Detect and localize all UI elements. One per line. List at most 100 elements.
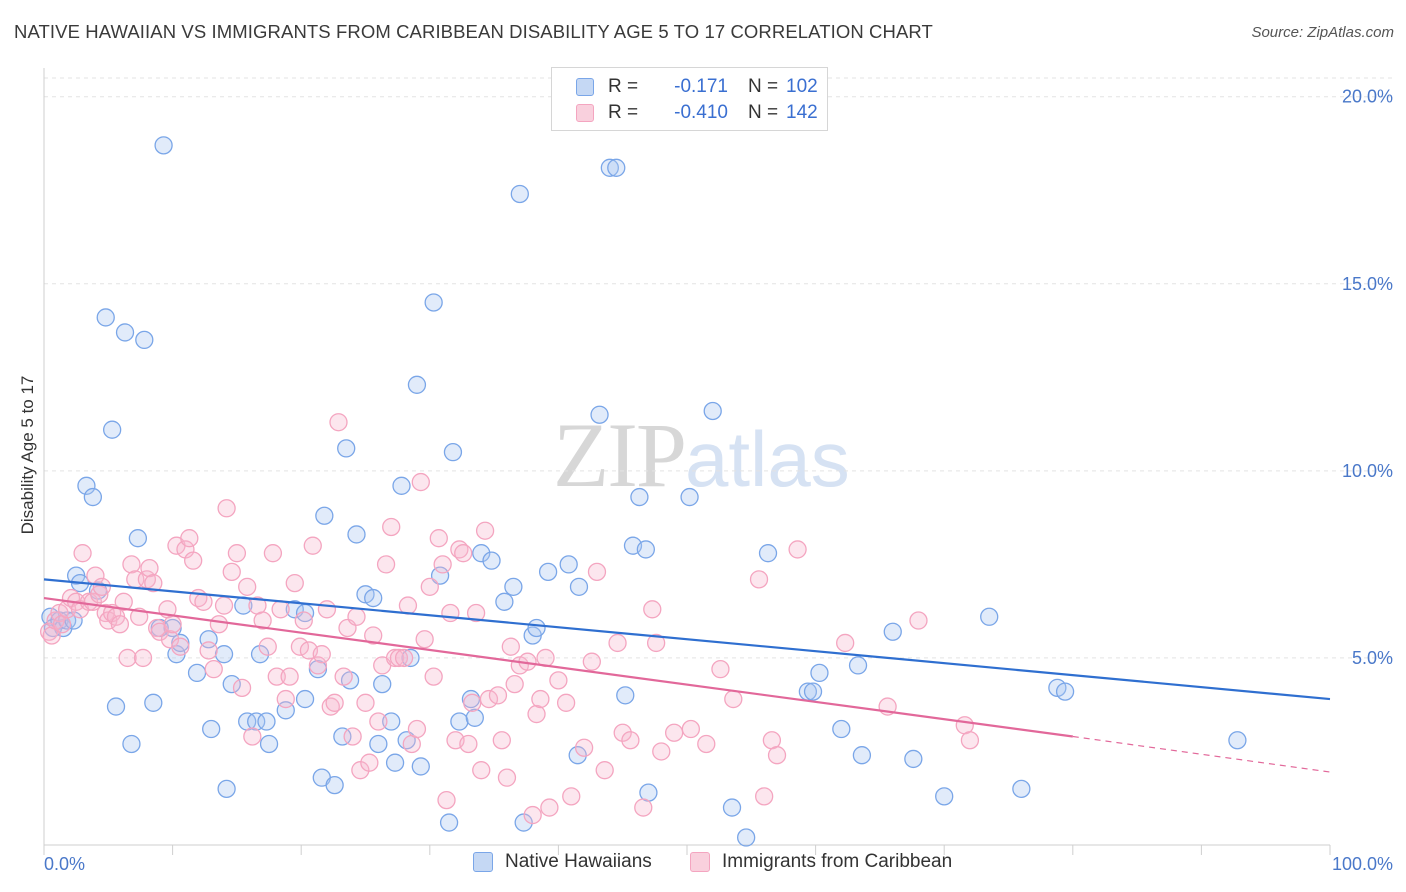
caribbean-point [163, 615, 182, 634]
caribbean-point [389, 648, 409, 668]
caribbean-point [415, 630, 434, 649]
native-hawaiian-point [257, 712, 276, 731]
native-hawaiian-point [443, 442, 463, 462]
native-hawaiian-point [590, 405, 609, 424]
native-hawaiian-point [333, 727, 352, 746]
native-hawaiian-point [904, 749, 923, 769]
caribbean-point [118, 648, 137, 668]
caribbean-point [411, 472, 430, 492]
caribbean-point [767, 746, 787, 765]
native-hawaiian-point [217, 779, 236, 799]
caribbean-points [39, 413, 980, 825]
caribbean-point [271, 600, 290, 619]
caribbean-point [317, 600, 337, 619]
tick-labels: 5.0% 10.0% 15.0% 20.0% 0.0% 100.0% [44, 87, 1393, 874]
legend-r-value: -0.410 [674, 102, 728, 123]
native-hawaiian-point [373, 674, 392, 694]
native-hawaiian-point [1228, 731, 1247, 750]
caribbean-point [394, 648, 414, 668]
native-hawaiian-point [96, 308, 115, 327]
caribbean-point [587, 562, 607, 582]
caribbean-point [267, 667, 286, 686]
caribbean-point [222, 562, 241, 582]
caribbean-point [505, 674, 524, 694]
native-hawaiian-point [202, 719, 221, 739]
native-hawaiian-point [636, 540, 655, 559]
source-label: Source: ZipAtlas.com [1251, 24, 1394, 41]
caribbean-point [433, 555, 452, 574]
caribbean-point [280, 667, 299, 686]
caribbean-trend-extension [1072, 735, 1331, 773]
caribbean-point [960, 731, 980, 750]
caribbean-point [646, 633, 666, 653]
caribbean-point [755, 787, 774, 806]
native-hawaiian-point [1012, 779, 1031, 799]
native-hawaiian-point [424, 293, 443, 312]
caribbean-point [407, 719, 427, 739]
y-tick-label: 15.0% [1342, 274, 1393, 294]
caribbean-point [303, 536, 322, 555]
caribbean-point [263, 544, 283, 563]
caribbean-point [497, 768, 517, 787]
caribbean-point [437, 790, 456, 810]
series-legend: Native Hawaiians Immigrants from Caribbe… [0, 851, 1406, 877]
legend-n-label: N = [748, 76, 779, 97]
caribbean-point [463, 693, 482, 712]
native-hawaiian-point [538, 562, 558, 582]
caribbean-point [475, 521, 495, 540]
native-hawaiian-point [154, 136, 173, 155]
native-hawaiian-point [569, 577, 589, 596]
native-hawaiian-point [680, 487, 699, 507]
caribbean-point [488, 686, 508, 705]
caribbean-point [613, 723, 632, 742]
native-hawaiian-point [325, 775, 344, 795]
native-hawaiian-point [722, 798, 742, 817]
caribbean-point [595, 761, 614, 780]
legend-row-native-hawaiians: R = -0.171 N = 102 [576, 75, 818, 99]
native-hawaiian-point [482, 551, 501, 570]
caribbean-point [454, 544, 473, 563]
chart-title: NATIVE HAWAIIAN VS IMMIGRANTS FROM CARIB… [14, 21, 933, 42]
caribbean-point [238, 577, 257, 596]
caribbean-point [180, 529, 199, 548]
series-name: Immigrants from Caribbean [722, 851, 953, 872]
watermark-zip: ZIP [553, 404, 687, 506]
caribbean-point [621, 731, 640, 750]
caribbean-point [531, 689, 550, 709]
x-tick-label-min: 0.0% [44, 854, 85, 874]
native-hawaiian-point [510, 184, 529, 204]
series-legend-caribbean: Immigrants from Caribbean [690, 851, 952, 873]
caribbean-point [909, 611, 928, 630]
native-hawaiian-point [600, 158, 619, 177]
caribbean-point [217, 499, 236, 518]
trend-lines [43, 578, 1331, 773]
caribbean-point [788, 540, 807, 559]
native-hawaiian-point [364, 588, 383, 608]
caribbean-point [171, 637, 190, 656]
native-hawaiian-point [465, 708, 484, 727]
caribbean-point [73, 544, 92, 563]
native-hawaiian-point [122, 734, 141, 754]
legend-n-label: N = [748, 102, 779, 123]
y-tick-label: 5.0% [1352, 648, 1393, 668]
native-hawaiian-point [883, 622, 902, 641]
caribbean-point [42, 626, 61, 645]
caribbean-point [133, 648, 153, 668]
native-hawaiian-point [810, 663, 829, 683]
native-hawaiian-point [392, 476, 411, 495]
caribbean-point [527, 704, 546, 724]
native-hawaiian-point [382, 712, 401, 731]
native-hawaiians-trend-line [43, 578, 1331, 701]
caribbean-point [492, 731, 511, 750]
caribbean-point [285, 573, 304, 593]
legend-swatch-blue [576, 78, 594, 96]
native-hawaiian-point [214, 645, 234, 664]
native-hawaiian-point [935, 787, 954, 806]
caribbean-point [664, 723, 684, 742]
caribbean-point [140, 558, 159, 578]
caribbean-point [79, 592, 99, 611]
native-hawaiian-point [106, 697, 126, 716]
caribbean-point [184, 551, 203, 570]
caribbean-point [227, 544, 247, 563]
legend-n-value: 102 [786, 76, 818, 97]
